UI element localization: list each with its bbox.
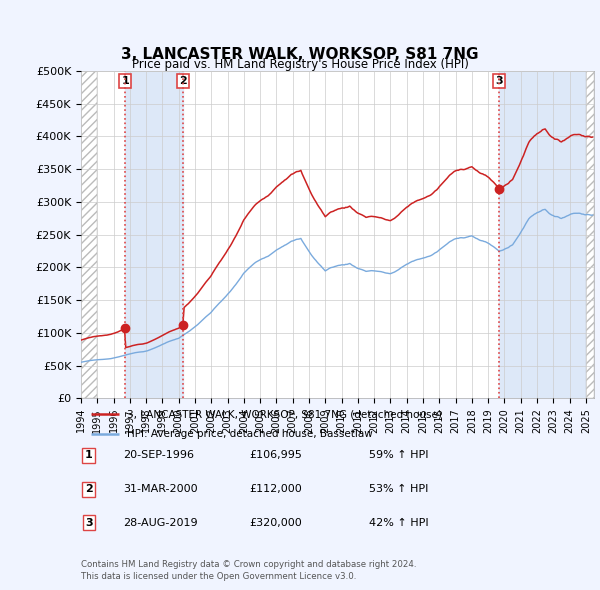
Text: 31-MAR-2000: 31-MAR-2000 — [123, 484, 197, 494]
Text: 3, LANCASTER WALK, WORKSOP, S81 7NG (detached house): 3, LANCASTER WALK, WORKSOP, S81 7NG (det… — [127, 409, 442, 419]
Text: 2: 2 — [179, 76, 187, 86]
Text: 2: 2 — [85, 484, 92, 494]
Bar — [125, 71, 183, 398]
Text: 53% ↑ HPI: 53% ↑ HPI — [369, 484, 428, 494]
Text: £112,000: £112,000 — [249, 484, 302, 494]
Text: 1: 1 — [85, 451, 92, 460]
Text: Price paid vs. HM Land Registry's House Price Index (HPI): Price paid vs. HM Land Registry's House … — [131, 58, 469, 71]
Text: £320,000: £320,000 — [249, 518, 302, 527]
Bar — [499, 71, 594, 398]
Text: 59% ↑ HPI: 59% ↑ HPI — [369, 451, 428, 460]
Text: Contains HM Land Registry data © Crown copyright and database right 2024.
This d: Contains HM Land Registry data © Crown c… — [81, 560, 416, 581]
Text: 20-SEP-1996: 20-SEP-1996 — [123, 451, 194, 460]
Text: 1: 1 — [121, 76, 129, 86]
Text: 3: 3 — [495, 76, 503, 86]
Text: 3, LANCASTER WALK, WORKSOP, S81 7NG: 3, LANCASTER WALK, WORKSOP, S81 7NG — [121, 47, 479, 62]
Text: 28-AUG-2019: 28-AUG-2019 — [123, 518, 197, 527]
Text: 3: 3 — [85, 518, 92, 527]
Text: HPI: Average price, detached house, Bassetlaw: HPI: Average price, detached house, Bass… — [127, 429, 373, 439]
Text: 42% ↑ HPI: 42% ↑ HPI — [369, 518, 428, 527]
Text: £106,995: £106,995 — [249, 451, 302, 460]
